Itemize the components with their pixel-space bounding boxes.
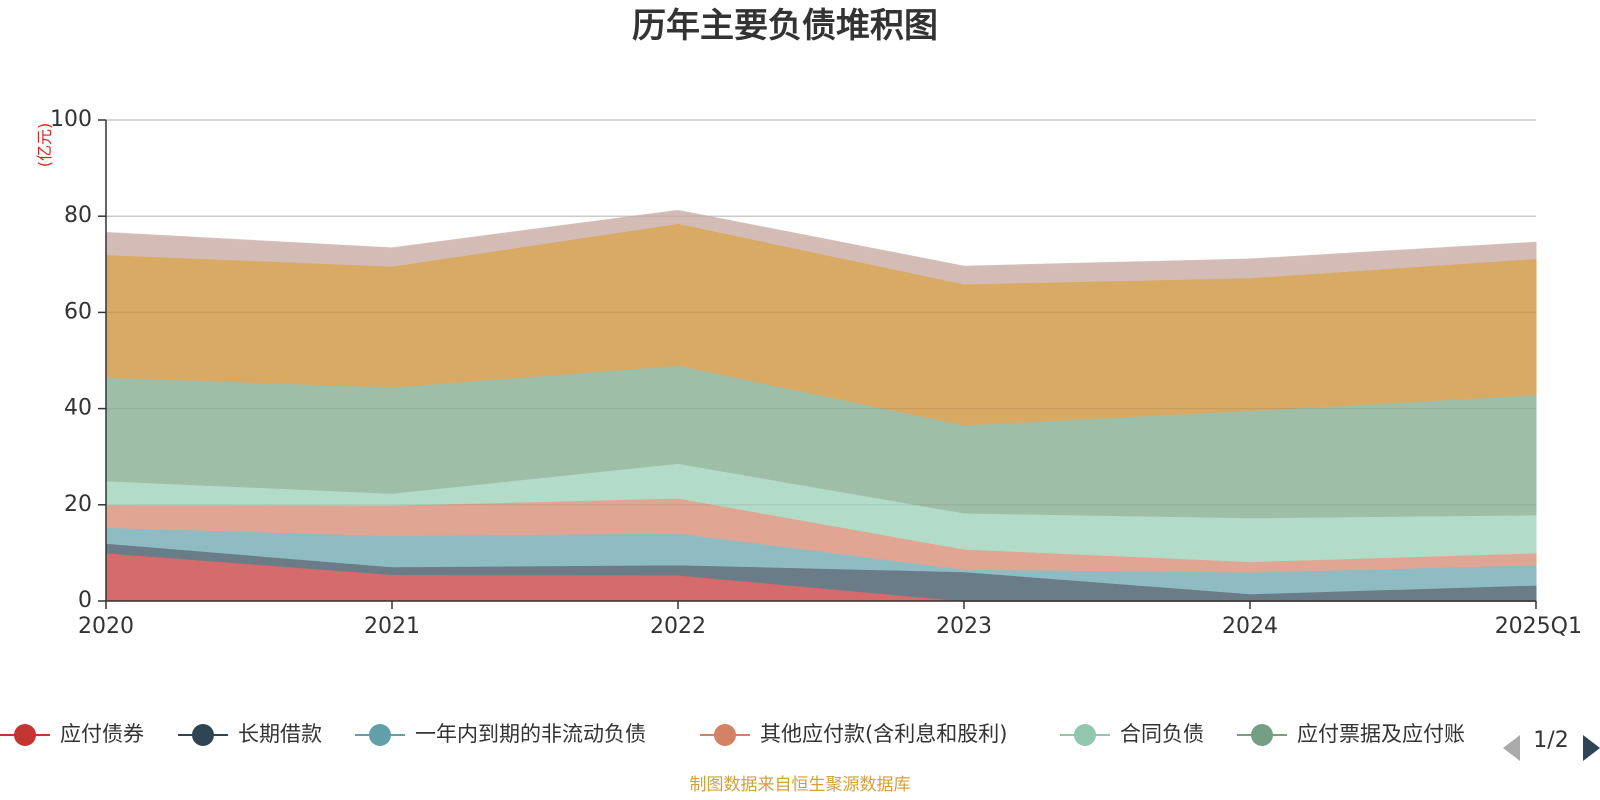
- x-tick-label: 2022: [650, 614, 706, 639]
- series-areas: [105, 119, 1537, 602]
- legend-label: 合同负债: [1120, 722, 1204, 746]
- data-source-note: 制图数据来自恒生聚源数据库: [690, 775, 911, 795]
- y-tick-label: 60: [64, 299, 92, 324]
- y-axis-unit: (亿元): [35, 123, 54, 168]
- x-tick-label: 2021: [364, 614, 420, 639]
- legend-next-icon[interactable]: [1583, 735, 1600, 761]
- legend-label: 其他应付款(含利息和股利): [760, 722, 1007, 746]
- legend-marker: [1251, 724, 1273, 746]
- legend-label: 应付票据及应付账: [1297, 722, 1465, 746]
- chart-title: 历年主要负债堆积图: [632, 6, 938, 46]
- legend-label: 长期借款: [238, 722, 322, 746]
- y-ticks: 0 20 40 60 80 100: [50, 107, 106, 613]
- legend-marker: [369, 724, 391, 746]
- legend-item-1[interactable]: 长期借款: [178, 722, 322, 746]
- legend-label: 应付债券: [60, 722, 144, 746]
- area-edge-7: [105, 209, 1537, 268]
- legend-item-4[interactable]: 合同负债: [1060, 722, 1204, 746]
- legend-marker: [192, 724, 214, 746]
- legend-marker: [14, 724, 36, 746]
- x-ticks: 2020 2021 2022 2023 2024 2025Q1: [78, 601, 1582, 639]
- x-tick-label: 2020: [78, 614, 134, 639]
- y-tick-label: 80: [64, 203, 92, 228]
- legend-item-2[interactable]: 一年内到期的非流动负债: [355, 722, 646, 746]
- legend-item-0[interactable]: 应付债券: [0, 722, 144, 746]
- x-tick-label: 2024: [1222, 614, 1278, 639]
- x-tick-label: 2025Q1: [1495, 614, 1582, 639]
- legend-marker: [714, 724, 736, 746]
- legend: 应付债券 长期借款 一年内到期的非流动负债 其他应付款(含利息和股利) 合同负债 应付票据…: [0, 722, 1465, 746]
- x-tick-label: 2023: [936, 614, 992, 639]
- legend-pager: 1/2: [1503, 728, 1600, 761]
- y-tick-label: 20: [64, 492, 92, 517]
- legend-item-3[interactable]: 其他应付款(含利息和股利): [700, 722, 1007, 746]
- legend-prev-icon[interactable]: [1503, 735, 1520, 761]
- axes: [105, 120, 1536, 602]
- y-tick-label: 100: [50, 107, 92, 132]
- legend-page-indicator: 1/2: [1533, 728, 1568, 753]
- legend-item-5[interactable]: 应付票据及应付账: [1237, 722, 1465, 746]
- legend-label: 一年内到期的非流动负债: [415, 722, 646, 746]
- y-tick-label: 0: [78, 588, 92, 613]
- legend-marker: [1074, 724, 1096, 746]
- y-tick-label: 40: [64, 396, 92, 421]
